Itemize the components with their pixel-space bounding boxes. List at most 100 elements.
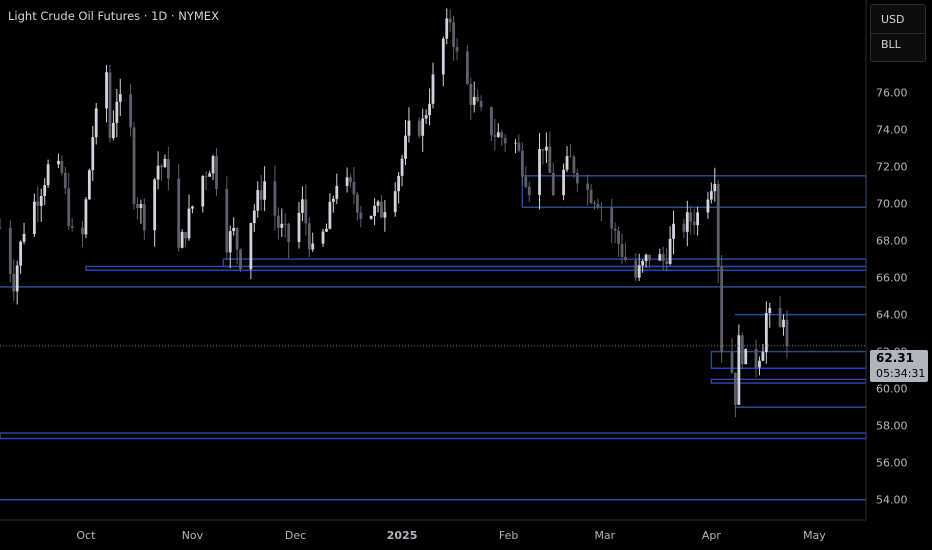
candle xyxy=(87,168,91,201)
price-tick-label: 58.00 xyxy=(876,420,908,433)
candle xyxy=(734,372,737,418)
candle xyxy=(599,202,603,222)
time-axis[interactable]: Oct Nov Dec 2025 Feb Mar Apr May xyxy=(76,529,826,542)
candle xyxy=(634,253,638,282)
candle xyxy=(692,208,696,235)
zone-box[interactable] xyxy=(85,265,867,271)
candle xyxy=(160,163,163,181)
candle xyxy=(740,332,744,370)
zone-box[interactable] xyxy=(222,258,867,268)
candle xyxy=(132,121,136,210)
candle xyxy=(139,199,143,224)
candle xyxy=(349,174,352,188)
candle xyxy=(641,259,645,273)
currency-unit[interactable]: USD xyxy=(881,13,905,26)
candle xyxy=(565,146,569,173)
candle xyxy=(252,204,256,233)
candle xyxy=(43,178,47,206)
zone-box[interactable] xyxy=(710,350,867,369)
candle xyxy=(263,166,267,212)
candle xyxy=(617,226,620,257)
candle xyxy=(393,182,397,217)
candle xyxy=(259,175,263,211)
candle xyxy=(589,183,593,205)
candle xyxy=(57,153,60,169)
candle xyxy=(163,154,167,168)
candle xyxy=(441,36,445,87)
candle xyxy=(256,181,260,218)
candle xyxy=(520,142,524,185)
time-tick-label: Apr xyxy=(702,529,722,542)
candle xyxy=(36,186,40,223)
price-tick-label: 54.00 xyxy=(876,494,908,507)
candle xyxy=(184,231,187,248)
candle xyxy=(665,247,669,272)
candle xyxy=(15,260,19,305)
candle xyxy=(39,188,43,222)
time-tick-label: Nov xyxy=(182,529,204,542)
candle xyxy=(136,197,139,220)
zone-box[interactable] xyxy=(0,432,867,440)
candle xyxy=(84,197,88,239)
candle xyxy=(331,195,335,213)
candle xyxy=(215,148,218,196)
candle xyxy=(307,217,311,258)
volume-unit[interactable]: BLL xyxy=(881,38,901,51)
price-tick-label: 68.00 xyxy=(876,235,908,248)
candle xyxy=(335,173,339,204)
candle xyxy=(211,154,215,181)
candle xyxy=(479,95,483,112)
candle xyxy=(476,89,480,103)
candle xyxy=(720,254,724,363)
candle xyxy=(465,45,469,86)
candle xyxy=(672,210,675,255)
candle xyxy=(514,139,517,154)
candle xyxy=(644,253,648,268)
time-tick-label: 2025 xyxy=(387,529,418,542)
candle xyxy=(620,233,624,265)
candle xyxy=(496,123,500,138)
candle xyxy=(400,154,404,187)
candle xyxy=(325,223,328,233)
candle xyxy=(431,62,435,109)
candle xyxy=(70,218,74,232)
candle xyxy=(328,193,332,230)
candle xyxy=(297,202,301,249)
candle xyxy=(166,147,170,191)
price-tick-label: 70.00 xyxy=(876,198,908,211)
time-tick-label: Mar xyxy=(594,529,615,542)
candle xyxy=(12,259,16,302)
candle xyxy=(782,314,785,336)
support-resistance-zones xyxy=(0,175,867,501)
candle xyxy=(397,171,401,204)
candle xyxy=(754,339,758,378)
candle xyxy=(696,206,700,236)
candle xyxy=(105,64,108,123)
candle xyxy=(424,109,428,124)
price-axis[interactable]: 54.0056.0058.0060.0062.0064.0066.0068.00… xyxy=(876,13,908,507)
candle xyxy=(661,246,665,271)
time-tick-label: Dec xyxy=(285,529,306,542)
candle xyxy=(0,218,2,230)
candle xyxy=(682,218,686,239)
candle xyxy=(668,226,672,266)
candle xyxy=(359,205,363,228)
candle xyxy=(527,181,531,203)
candle xyxy=(785,310,789,359)
candle xyxy=(153,178,157,247)
candle xyxy=(276,207,280,240)
price-tick-label: 76.00 xyxy=(876,87,908,100)
candle xyxy=(610,198,614,244)
zone-box[interactable] xyxy=(521,175,867,208)
candle xyxy=(493,118,497,151)
unit-selector[interactable]: USD BLL xyxy=(870,4,926,62)
candle xyxy=(301,186,304,222)
candle xyxy=(177,164,181,252)
candle xyxy=(81,220,84,248)
candle xyxy=(572,154,576,179)
candle xyxy=(624,242,627,262)
candle xyxy=(417,117,421,139)
candle xyxy=(115,88,119,138)
candle xyxy=(352,167,356,204)
